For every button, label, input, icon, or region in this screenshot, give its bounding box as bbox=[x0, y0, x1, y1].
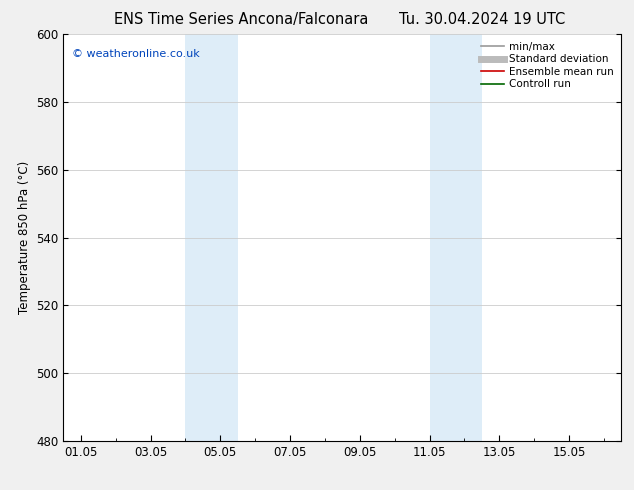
Bar bbox=[429, 34, 482, 441]
Text: Tu. 30.04.2024 19 UTC: Tu. 30.04.2024 19 UTC bbox=[399, 12, 565, 27]
Text: ENS Time Series Ancona/Falconara: ENS Time Series Ancona/Falconara bbox=[113, 12, 368, 27]
Legend: min/max, Standard deviation, Ensemble mean run, Controll run: min/max, Standard deviation, Ensemble me… bbox=[479, 40, 616, 92]
Y-axis label: Temperature 850 hPa (°C): Temperature 850 hPa (°C) bbox=[18, 161, 30, 314]
Text: © weatheronline.co.uk: © weatheronline.co.uk bbox=[72, 49, 200, 58]
Bar bbox=[185, 34, 238, 441]
